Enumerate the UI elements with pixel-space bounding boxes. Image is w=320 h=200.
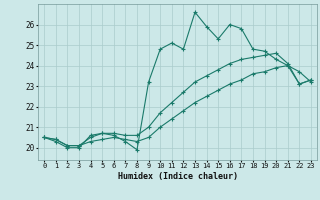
X-axis label: Humidex (Indice chaleur): Humidex (Indice chaleur) <box>118 172 238 181</box>
